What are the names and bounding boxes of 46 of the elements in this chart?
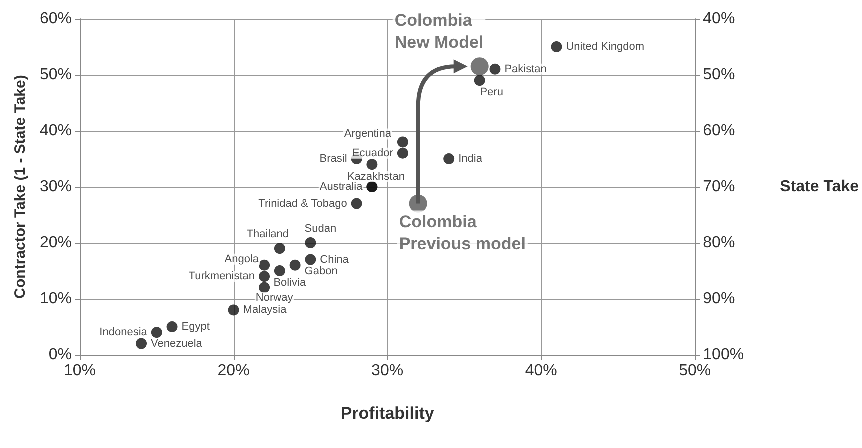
y-axis-title: Contractor Take (1 - State Take) (12, 75, 29, 299)
data-label: Bolivia (274, 277, 308, 289)
y2-tick-label: 100% (703, 346, 744, 364)
data-label: Angola (224, 253, 260, 266)
data-label: Colombia New Model (394, 11, 484, 52)
data-label: Norway (256, 292, 294, 304)
x-tick-label: 40% (525, 362, 558, 380)
x-tick-label: 30% (372, 362, 404, 380)
y-tick-label: 0% (48, 346, 72, 364)
data-label: Malaysia (243, 304, 288, 316)
data-label: Gabon (304, 265, 338, 278)
y-tick-label: 30% (40, 178, 72, 196)
data-label: United Kingdom (566, 41, 645, 53)
data-label: Sudan (304, 223, 337, 235)
data-label: Indonesia (100, 326, 148, 339)
data-label: Kazakhstan (347, 171, 405, 183)
x-tick-label: 10% (64, 362, 96, 380)
data-label: Peru (480, 86, 504, 99)
data-label: Trinidad & Tobago (258, 198, 348, 210)
data-label: Brasil (320, 153, 348, 165)
y2-axis-title: State Take (780, 178, 860, 196)
x-axis-title: Profitability (340, 404, 435, 423)
data-label: Argentina (344, 128, 392, 140)
y2-tick-label: 60% (703, 122, 736, 140)
data-label: Australia (320, 181, 364, 193)
y-tick-label: 40% (40, 122, 72, 140)
y-tick-label: 60% (40, 10, 72, 28)
y-tick-label: 20% (40, 234, 72, 252)
y2-tick-label: 70% (703, 178, 736, 196)
data-label: Egypt (182, 321, 210, 333)
x-tick-label: 50% (679, 362, 712, 380)
y-tick-label: 10% (40, 290, 72, 308)
y2-tick-label: 50% (703, 66, 736, 84)
data-label: Venezuela (151, 338, 204, 350)
data-label: China (320, 254, 350, 266)
data-label: Pakistan (504, 63, 547, 76)
y-tick-label: 50% (40, 66, 72, 84)
data-label: Thailand (246, 228, 290, 241)
data-label: Colombia Previous model (399, 212, 526, 254)
data-label: India (458, 153, 484, 165)
y2-tick-label: 80% (703, 234, 736, 252)
data-label: Turkmenistan (188, 270, 256, 283)
y2-tick-label: 90% (703, 290, 736, 308)
data-label: Ecuador (352, 147, 394, 160)
x-tick-label: 20% (218, 362, 250, 380)
y2-tick-label: 40% (703, 10, 736, 28)
